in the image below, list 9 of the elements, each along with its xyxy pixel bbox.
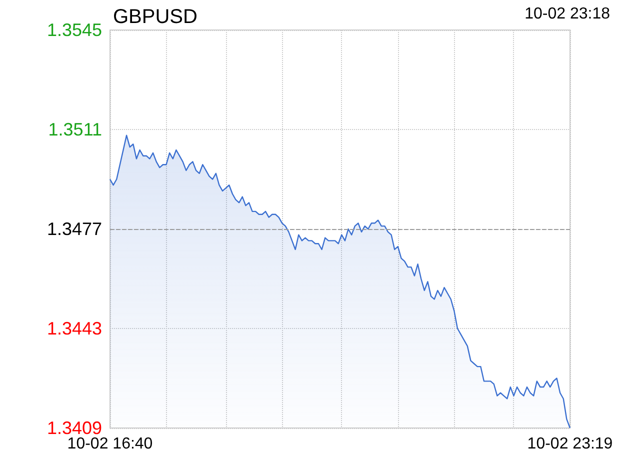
y-tick-label: 1.3443	[46, 318, 102, 338]
y-tick-label: 1.3545	[46, 20, 102, 40]
chart-title: GBPUSD	[113, 6, 198, 28]
y-tick-label: 1.3477	[46, 219, 102, 239]
y-tick-label: 1.3409	[46, 418, 102, 438]
text: 10-02 23:18	[524, 6, 610, 22]
x-tick-label: 10-02 23:19	[527, 436, 613, 452]
x-tick-label: 10-02 16:40	[67, 436, 153, 452]
y-tick-label: 1.3511	[48, 120, 102, 140]
